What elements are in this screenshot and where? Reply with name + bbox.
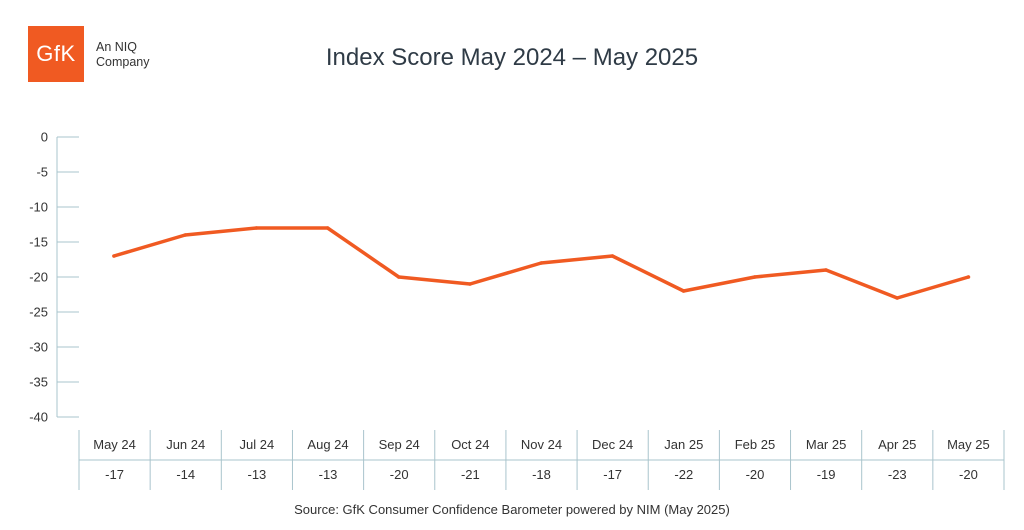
gfk-logo: GfK (28, 26, 84, 82)
x-category-label: Sep 24 (379, 437, 420, 452)
data-point (183, 233, 187, 237)
x-category-label: Dec 24 (592, 437, 633, 452)
data-value-label: -23 (888, 467, 907, 482)
y-tick-label: -5 (36, 165, 48, 180)
data-value-label: -19 (817, 467, 836, 482)
data-value-label: -20 (390, 467, 409, 482)
series-line (112, 226, 971, 300)
data-point (254, 226, 259, 230)
x-category-label: Mar 25 (806, 437, 846, 452)
data-value-label: -18 (532, 467, 551, 482)
gfk-logo-text: GfK (36, 41, 76, 66)
y-axis: 0 -5 -10 -15 -20 -25 -30 -35 -40 (29, 130, 79, 425)
y-tick-label: 0 (41, 130, 48, 145)
x-category-label: Oct 24 (451, 437, 489, 452)
data-value-label: -21 (461, 467, 480, 482)
data-point (895, 296, 899, 300)
x-category-label: Nov 24 (521, 437, 562, 452)
logo-subtitle-line1: An NIQ (96, 40, 137, 54)
x-category-label: May 24 (93, 437, 136, 452)
chart-title: Index Score May 2024 – May 2025 (325, 44, 699, 71)
data-point (753, 275, 757, 279)
data-value-label: -13 (247, 467, 266, 482)
y-tick-label: -30 (29, 340, 48, 355)
data-point (824, 268, 828, 272)
y-tick-label: -40 (29, 410, 48, 425)
y-tick-label: -15 (29, 235, 48, 250)
x-category-label: May 25 (947, 437, 990, 452)
logo-subtitle: An NIQ Company (96, 40, 150, 70)
source-note: Source: GfK Consumer Confidence Baromete… (294, 502, 730, 517)
y-tick-label: -35 (29, 375, 48, 390)
data-point (325, 226, 330, 230)
data-point (610, 254, 615, 258)
value-table: May 24 -17 Jun 24 -14 Jul 24 -13 Aug 24 -13 Sep … (78, 430, 1005, 490)
data-value-label: -20 (959, 467, 978, 482)
data-value-label: -17 (603, 467, 622, 482)
x-category-label: Apr 25 (878, 437, 916, 452)
data-point (681, 289, 686, 293)
logo-subtitle-line2: Company (96, 55, 150, 69)
data-point (966, 275, 971, 279)
x-category-label: Jun 24 (166, 437, 205, 452)
data-value-label: -14 (176, 467, 195, 482)
y-tick-label: -20 (29, 270, 48, 285)
y-tick-label: -10 (29, 200, 48, 215)
data-value-label: -20 (746, 467, 765, 482)
data-point (468, 282, 472, 286)
data-point (397, 275, 401, 279)
data-value-label: -22 (674, 467, 693, 482)
x-category-label: Jan 25 (664, 437, 703, 452)
x-category-label: Aug 24 (307, 437, 348, 452)
y-tick-label: -25 (29, 305, 48, 320)
data-value-label: -17 (105, 467, 124, 482)
x-category-label: Feb 25 (735, 437, 775, 452)
x-category-label: Jul 24 (240, 437, 275, 452)
data-point (539, 261, 543, 265)
data-point (112, 254, 116, 258)
line-chart: 0 -5 -10 -15 -20 -25 -30 -35 -40 May 24 -17 Jun 24… (29, 130, 1005, 490)
data-value-label: -13 (319, 467, 338, 482)
